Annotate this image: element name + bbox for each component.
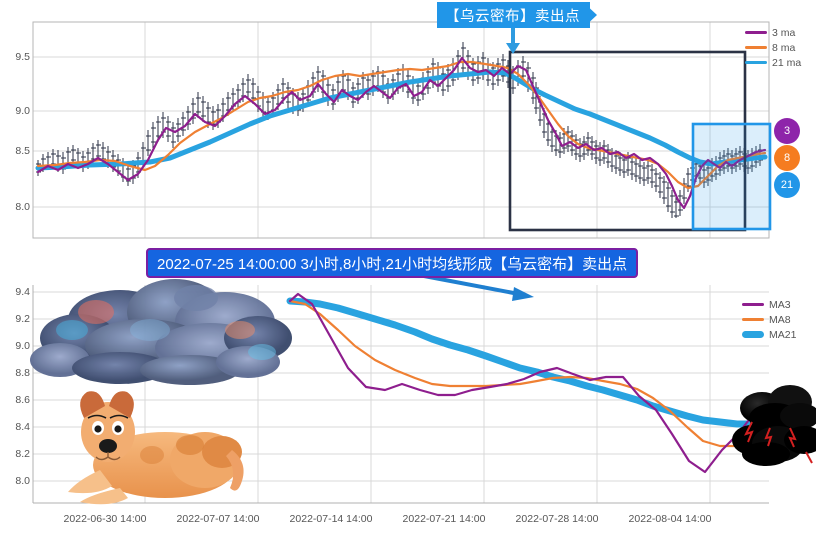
legend-label-ma3: MA3 (769, 298, 791, 311)
bottom-xtick-1: 2022-07-07 14:00 (176, 513, 260, 525)
sell-point-arrow-down (506, 26, 520, 54)
sell-point-banner-arrow (583, 2, 597, 28)
legend-swatch-ma8 (742, 318, 764, 321)
legend-swatch-ma3 (742, 303, 764, 306)
sell-point-banner: 【乌云密布】卖出点 (437, 2, 590, 28)
bottom-ytick-8-4: 8.4 (15, 421, 30, 433)
mid-banner-arrow (423, 274, 534, 301)
bottom-ma3-line (288, 292, 757, 474)
legend-swatch-3ma (745, 31, 767, 34)
top-ytick-9-5: 9.5 (15, 51, 30, 63)
value-badge-3[interactable]: 3 (774, 118, 800, 144)
top-ma8-line (36, 60, 767, 190)
black-cloud-lightning-illustration (732, 385, 816, 466)
legend-label-ma8: MA8 (769, 313, 791, 326)
legend-swatch-8ma (745, 46, 767, 49)
bottom-ytick-8-8: 8.8 (15, 367, 30, 379)
bottom-xtick-4: 2022-07-28 14:00 (515, 513, 599, 525)
bottom-ytick-9-4: 9.4 (15, 286, 30, 298)
signal-description-banner: 2022-07-25 14:00:00 3小时,8小时,21小时均线形成【乌云密… (146, 248, 639, 278)
bottom-xtick-3: 2022-07-21 14:00 (402, 513, 486, 525)
highlight-rectangle (508, 50, 747, 232)
bottom-xtick-5: 2022-08-04 14:00 (628, 513, 712, 525)
bottom-ma8-line (288, 299, 767, 448)
legend-label-3ma: 3 ma (772, 26, 796, 39)
top-ytick-8-0: 8.0 (15, 201, 30, 213)
top-ytick-8-5: 8.5 (15, 145, 30, 157)
bottom-ytick-8-2: 8.2 (15, 448, 30, 460)
legend-item-ma8[interactable]: MA8 (742, 313, 796, 326)
legend-item-8ma[interactable]: 8 ma (745, 41, 801, 54)
legend-item-21ma[interactable]: 21 ma (745, 56, 801, 69)
bottom-xtick-0: 2022-06-30 14:00 (63, 513, 147, 525)
bottom-ytick-8-0: 8.0 (15, 475, 30, 487)
bottom-ytick-8-6: 8.6 (15, 394, 30, 406)
dog-illustration (68, 391, 244, 505)
legend-label-21ma: 21 ma (772, 56, 802, 69)
top-chart-legend: 3 ma 8 ma 21 ma (745, 26, 801, 69)
bottom-ytick-9-0: 9.0 (15, 340, 30, 352)
legend-swatch-ma21 (742, 331, 764, 338)
bottom-ma21-line (286, 297, 769, 428)
legend-item-ma21[interactable]: MA21 (742, 328, 796, 341)
legend-label-8ma: 8 ma (772, 41, 796, 54)
legend-label-ma21: MA21 (769, 328, 797, 341)
storm-cloud-illustration (30, 279, 292, 385)
bottom-chart-legend: MA3 MA8 MA21 (742, 298, 796, 341)
selection-rectangle[interactable] (691, 122, 772, 231)
legend-swatch-21ma (745, 61, 767, 64)
top-ytick-9-0: 9.0 (15, 105, 30, 117)
value-badge-21[interactable]: 21 (774, 172, 800, 198)
top-chart-gridlines (32, 21, 770, 239)
top-ma3-line (36, 56, 767, 210)
bottom-ytick-9-2: 9.2 (15, 313, 30, 325)
value-badge-8[interactable]: 8 (774, 145, 800, 171)
legend-item-3ma[interactable]: 3 ma (745, 26, 801, 39)
bottom-xtick-2: 2022-07-14 14:00 (289, 513, 373, 525)
legend-item-ma3[interactable]: MA3 (742, 298, 796, 311)
